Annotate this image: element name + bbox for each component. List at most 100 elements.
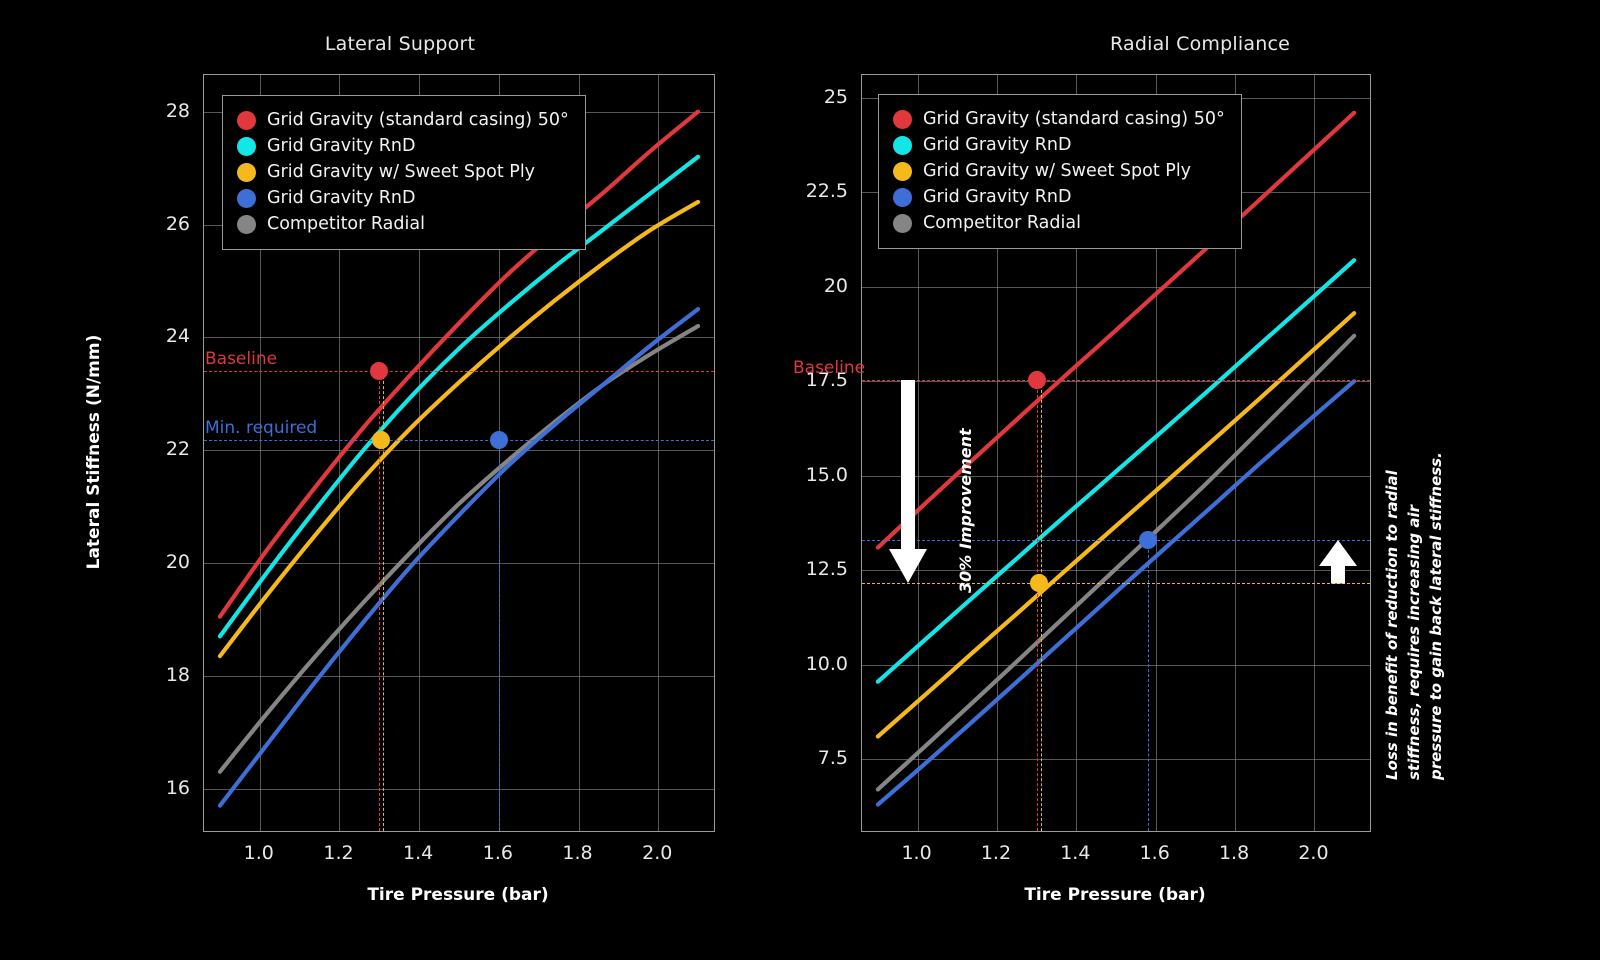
y-tick-label: 12.5 — [805, 558, 848, 581]
x-axis-label-left: Tire Pressure (bar) — [367, 885, 549, 905]
gridline-horizontal — [862, 381, 1370, 383]
legend-right: Grid Gravity (standard casing) 50° Grid G… — [878, 94, 1242, 249]
gridline-horizontal — [204, 675, 714, 677]
reference-line-vertical — [379, 371, 381, 831]
series-canvas — [217, 109, 701, 808]
legend-color-swatch-icon — [237, 188, 256, 208]
improvement-label: 30% Improvement — [955, 428, 975, 594]
x-tick-label: 1.6 — [1139, 842, 1170, 864]
data-point-marker — [372, 431, 391, 450]
series-line — [875, 258, 1357, 684]
series-line — [217, 307, 701, 808]
legend-item[interactable]: Grid Gravity RnD — [237, 185, 569, 211]
reference-line-horizontal — [204, 440, 714, 442]
y-tick-label: 22 — [165, 438, 190, 461]
y-tick-label: 10.0 — [805, 652, 848, 675]
legend-color-swatch-icon — [237, 162, 256, 182]
legend-item-label: Grid Gravity RnD — [923, 135, 1072, 155]
y-tick-label: 15.0 — [805, 463, 848, 486]
gridline-vertical — [578, 75, 580, 831]
y-tick-label: 25 — [823, 85, 848, 108]
legend-color-swatch-icon — [237, 110, 256, 130]
legend-item-label: Grid Gravity (standard casing) 50° — [923, 109, 1225, 129]
legend-left: Grid Gravity (standard casing) 50° Grid G… — [222, 95, 586, 250]
series-line — [875, 311, 1357, 739]
legend-item[interactable]: Competitor Radial — [893, 210, 1225, 236]
gridline-vertical — [259, 75, 261, 831]
reference-line-vertical — [1040, 380, 1042, 831]
x-tick-label: 1.0 — [243, 842, 274, 864]
legend-item[interactable]: Competitor Radial — [237, 211, 569, 237]
reference-line-horizontal — [862, 380, 1370, 382]
gridline-vertical — [1155, 75, 1157, 831]
series-line — [217, 323, 701, 774]
panel-lateral-support: Lateral Support Lateral Stiffness (N/mm)… — [84, 33, 715, 905]
y-tick-label: 28 — [165, 99, 190, 122]
x-tick-label: 1.4 — [403, 842, 434, 864]
legend-color-swatch-icon — [893, 213, 912, 233]
series-line — [875, 110, 1357, 550]
x-axis-label-right: Tire Pressure (bar) — [1024, 885, 1206, 905]
x-tick-label: 1.2 — [980, 842, 1012, 864]
data-point-marker — [1027, 371, 1046, 390]
legend-item[interactable]: Grid Gravity w/ Sweet Spot Ply — [893, 158, 1225, 184]
legend-color-swatch-icon — [893, 109, 912, 129]
legend-item-label: Grid Gravity (standard casing) 50° — [267, 110, 569, 130]
legend-color-swatch-icon — [893, 161, 912, 181]
y-tick-label: 26 — [165, 212, 190, 235]
legend-item[interactable]: Grid Gravity (standard casing) 50° — [893, 106, 1225, 132]
chart-title-left: Lateral Support — [324, 33, 476, 55]
pressure-gain-up-arrow — [1319, 539, 1358, 584]
improvement-down-arrow — [888, 380, 927, 584]
y-tick-label: 20 — [165, 551, 190, 573]
gridline-horizontal — [204, 563, 714, 564]
gridline-horizontal — [862, 475, 1370, 477]
y-tick-label: 24 — [165, 325, 190, 348]
x-tick-label: 1.6 — [482, 842, 513, 864]
reference-line-vertical — [383, 371, 385, 831]
x-tick-label: 1.8 — [1218, 842, 1250, 864]
y-tick-label: 18 — [165, 663, 190, 686]
gridline-horizontal — [204, 788, 714, 790]
reference-line-horizontal — [862, 583, 1370, 585]
legend-item-label: Grid Gravity w/ Sweet Spot Ply — [923, 161, 1192, 181]
gridline-vertical — [658, 75, 660, 831]
gridline-vertical — [996, 75, 998, 831]
x-tick-label: 1.8 — [562, 842, 593, 864]
gridline-horizontal — [204, 450, 714, 452]
series-line — [217, 154, 701, 639]
reference-line-label: Min. required — [205, 418, 318, 439]
y-tick-label: 20 — [823, 274, 848, 297]
legend-color-swatch-icon — [237, 136, 256, 156]
legend-item[interactable]: Grid Gravity (standard casing) 50° — [237, 107, 569, 133]
legend-color-swatch-icon — [893, 187, 912, 207]
legend-item-label: Grid Gravity RnD — [267, 188, 416, 208]
legend-item-label: Grid Gravity RnD — [923, 187, 1072, 207]
legend-item-label: Competitor Radial — [267, 214, 425, 234]
series-line — [875, 333, 1357, 792]
legend-item[interactable]: Grid Gravity RnD — [237, 133, 569, 159]
panel-radial-compliance: Radial Compliance Radial Stiffness (N/mm… — [793, 0, 1600, 960]
series-line — [875, 379, 1357, 807]
data-point-marker — [1138, 530, 1157, 549]
legend-item[interactable]: Grid Gravity w/ Sweet Spot Ply — [237, 159, 569, 185]
reference-line-horizontal — [862, 539, 1370, 541]
legend-item-label: Grid Gravity w/ Sweet Spot Ply — [267, 162, 536, 182]
legend-item[interactable]: Grid Gravity RnD — [893, 132, 1225, 158]
reference-line-vertical — [1147, 539, 1149, 831]
series-canvas — [875, 110, 1357, 807]
y-tick-label: 17.5 — [805, 369, 848, 392]
x-tick-label: 1.4 — [1060, 842, 1091, 864]
series-line — [217, 109, 701, 619]
x-tick-label: 1.0 — [901, 842, 932, 864]
y-tick-label: 22.5 — [805, 180, 848, 203]
data-point-marker — [370, 362, 389, 381]
data-point-marker — [489, 431, 508, 450]
reference-line-horizontal — [204, 371, 714, 373]
gridline-horizontal — [862, 664, 1370, 666]
legend-item-label: Competitor Radial — [923, 213, 1081, 233]
reference-line-vertical — [1036, 380, 1038, 831]
gridline-vertical — [1314, 75, 1316, 831]
legend-item[interactable]: Grid Gravity RnD — [893, 184, 1225, 210]
